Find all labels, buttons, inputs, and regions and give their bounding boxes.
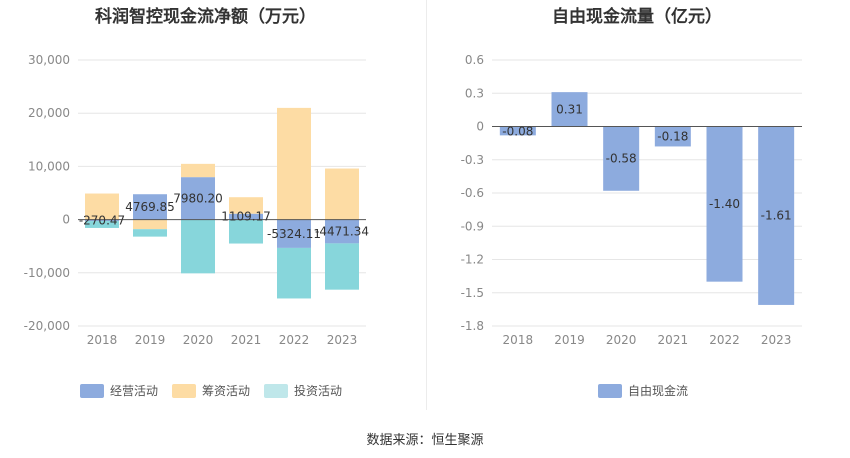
- left-data-label: 1109.17: [221, 210, 271, 224]
- left-data-label: -5324.11: [267, 227, 321, 241]
- left-data-label: -4471.34: [315, 224, 369, 238]
- right-data-label: -0.08: [502, 125, 533, 139]
- right-data-label: -0.58: [606, 152, 637, 166]
- left-bar-2019-series-2: [133, 229, 167, 237]
- left-bar-2020-series-1: [181, 163, 215, 178]
- left-xtick-label: 2021: [231, 333, 262, 347]
- right-bar-2021: [654, 126, 691, 147]
- right-ytick-label: -1.8: [461, 319, 484, 333]
- left-bar-2018-series-0: [85, 219, 119, 222]
- right-ytick-label: 0: [476, 120, 484, 134]
- left-bar-2021-series-2: [229, 219, 263, 244]
- right-bar-2018: [499, 126, 536, 136]
- right-ytick-label: -1.2: [461, 253, 484, 267]
- left-bar-2018-series-1: [85, 193, 119, 220]
- left-ytick-label: 20,000: [28, 106, 70, 120]
- right-xtick-label: 2023: [761, 333, 792, 347]
- right-bar-2022: [706, 126, 743, 282]
- right-ytick-label: -0.6: [461, 186, 484, 200]
- left-chart-title: 科润智控现金流净额（万元）: [95, 7, 316, 27]
- right-xtick-label: 2019: [554, 333, 585, 347]
- legend-swatch-operating: [80, 383, 104, 398]
- left-legend: 经营活动 筹资活动 投资活动: [80, 382, 342, 399]
- left-ytick-label: 0: [62, 213, 70, 227]
- right-ytick-label: 0.6: [465, 53, 484, 67]
- right-ytick-label: 0.3: [465, 86, 484, 100]
- right-bar-2019: [551, 92, 588, 127]
- right-data-label: -1.40: [709, 197, 740, 211]
- right-data-label: 0.31: [556, 102, 583, 116]
- legend-label-investing: 投资活动: [294, 384, 343, 398]
- left-bar-2020-series-2: [181, 219, 215, 274]
- left-bar-2022-series-0: [277, 219, 311, 248]
- left-bar-2022-series-1: [277, 107, 311, 220]
- left-xtick-label: 2020: [183, 333, 214, 347]
- legend-item-financing[interactable]: 筹资活动: [172, 382, 250, 399]
- left-bar-2023-series-2: [325, 243, 359, 290]
- left-bar-2023-series-1: [325, 168, 359, 220]
- legend-item-investing[interactable]: 投资活动: [264, 382, 342, 399]
- right-data-label: -0.18: [657, 129, 688, 143]
- left-ytick-label: 10,000: [28, 159, 70, 173]
- left-bar-2018-series-2: [85, 221, 119, 228]
- left-bar-2019-series-0: [133, 194, 167, 220]
- left-bar-2023-series-0: [325, 219, 359, 244]
- legend-item-fcf[interactable]: 自由现金流: [598, 382, 688, 399]
- panel-divider: [426, 0, 427, 410]
- right-bar-2020: [603, 126, 640, 191]
- right-ytick-label: -0.9: [461, 219, 484, 233]
- right-xtick-label: 2022: [709, 333, 740, 347]
- left-ytick-label: -20,000: [24, 319, 70, 333]
- left-bar-2019-series-1: [133, 219, 167, 230]
- right-bar-2023: [758, 126, 795, 305]
- left-bar-2020-series-0: [181, 177, 215, 220]
- left-xtick-label: 2023: [327, 333, 358, 347]
- right-xtick-label: 2018: [503, 333, 534, 347]
- right-legend: 自由现金流: [598, 382, 688, 399]
- left-xtick-label: 2019: [135, 333, 166, 347]
- left-ytick-label: 30,000: [28, 53, 70, 67]
- legend-label-fcf: 自由现金流: [628, 384, 689, 398]
- right-data-label: -1.61: [761, 209, 792, 223]
- data-source-note: 数据来源：恒生聚源: [366, 433, 484, 448]
- right-xtick-label: 2021: [658, 333, 689, 347]
- left-data-label: -270.47: [79, 213, 125, 227]
- left-data-label: 4769.85: [125, 200, 175, 214]
- right-ytick-label: -0.3: [461, 153, 484, 167]
- left-xtick-label: 2022: [279, 333, 310, 347]
- legend-swatch-fcf: [598, 383, 622, 398]
- legend-swatch-financing: [172, 383, 197, 398]
- legend-label-operating: 经营活动: [110, 384, 159, 398]
- left-ytick-label: -10,000: [24, 266, 70, 280]
- legend-label-financing: 筹资活动: [202, 384, 251, 398]
- right-ytick-label: -1.5: [461, 286, 484, 300]
- left-bar-2021-series-0: [229, 213, 263, 220]
- legend-swatch-investing: [264, 383, 289, 398]
- right-xtick-label: 2020: [606, 333, 637, 347]
- left-xtick-label: 2018: [87, 333, 118, 347]
- left-data-label: 7980.20: [173, 191, 223, 205]
- legend-item-operating[interactable]: 经营活动: [80, 382, 158, 399]
- left-bar-2021-series-1: [229, 197, 263, 214]
- right-chart-title: 自由现金流量（亿元）: [552, 7, 722, 27]
- left-bar-2022-series-2: [277, 247, 311, 299]
